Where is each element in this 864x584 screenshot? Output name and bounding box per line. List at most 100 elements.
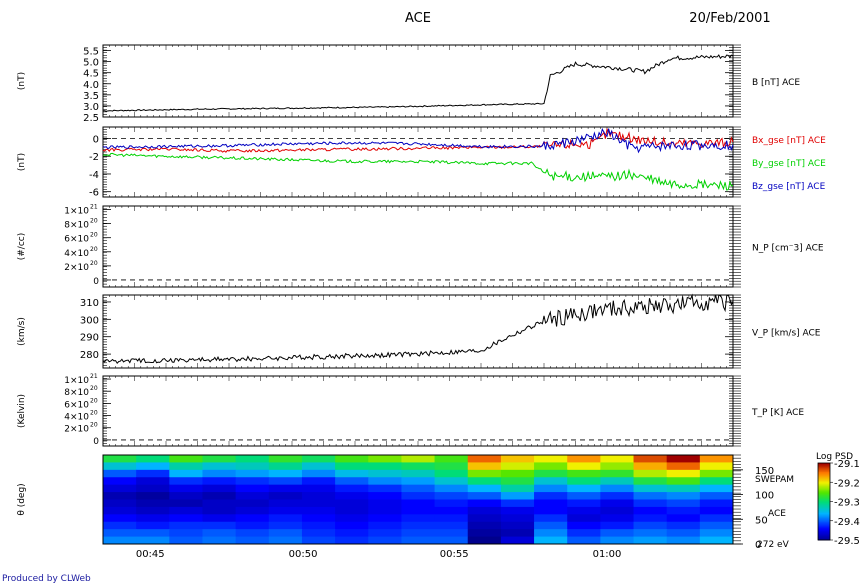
heatmap-cell <box>666 514 701 523</box>
heatmap-cell <box>103 469 137 478</box>
colorbar-tick-label: -29.1 <box>834 459 860 470</box>
heatmap-cell <box>666 499 701 508</box>
heatmap-cell <box>534 514 568 523</box>
heatmap-cell <box>368 506 402 515</box>
heatmap-cell <box>633 455 668 463</box>
heatmap-cell <box>699 536 734 545</box>
heatmap-cell <box>103 536 137 545</box>
heatmap-cell <box>169 521 203 530</box>
heatmap-cell <box>368 492 402 500</box>
y-tick-exponent: 20 <box>90 232 98 239</box>
panels: (nT) 5.55.04.54.03.53.02.5 B [nT] ACE (nT) 0… <box>17 44 826 551</box>
colorbar-cell <box>818 527 830 529</box>
y-axis-label: θ (deg) <box>17 483 27 515</box>
heatmap-cell <box>335 492 369 500</box>
heatmap-cell <box>699 492 734 500</box>
heatmap-cell <box>301 492 336 500</box>
heatmap-cell <box>136 484 170 493</box>
heatmap-cell <box>434 521 469 530</box>
time-tick-label: 00:55 <box>440 549 469 560</box>
colorbar-cell <box>818 475 830 478</box>
colorbar-cell <box>818 466 830 469</box>
heatmap-cell <box>301 536 336 545</box>
heatmap-cell <box>401 477 436 486</box>
heatmap-cell <box>434 462 469 471</box>
heatmap-cell <box>335 477 369 486</box>
colorbar-cell <box>818 480 830 483</box>
heatmap-cell <box>434 506 469 515</box>
heatmap-cell <box>235 484 270 493</box>
heatmap-cell <box>699 462 734 471</box>
heatmap-cell <box>534 455 568 463</box>
y-tick-label: 0 <box>93 277 99 287</box>
heatmap-cell <box>335 484 369 493</box>
colorbar-cell <box>818 528 830 531</box>
panel-b-gse: (nT) 0 -2 -4 -6 Bx_gse [nT] ACE By_gse [nT] AC… <box>17 126 826 199</box>
series-label: B [nT] ACE <box>752 78 800 88</box>
series-label: N_P [cm⁻3] ACE <box>752 244 824 254</box>
heatmap-cell <box>268 469 303 478</box>
figure-date: 20/Feb/2001 <box>689 11 770 26</box>
colorbar-cell <box>818 502 830 505</box>
heatmap-cell <box>268 514 303 523</box>
heatmap-cell <box>600 506 635 515</box>
heatmap-cell <box>103 514 137 523</box>
colorbar-cell <box>818 506 830 509</box>
y-tick-label: 0 <box>755 540 761 551</box>
heatmap-cell <box>235 536 270 545</box>
colorbar-cell <box>818 497 830 500</box>
panel-b: (nT) 5.55.04.54.03.53.02.5 B [nT] ACE <box>17 44 800 124</box>
heatmap-cell <box>600 484 635 493</box>
heatmap-cell <box>401 514 436 523</box>
colorbar-tick-label: -29.3 <box>834 498 860 509</box>
panel-swepam: θ (deg) 150 100 50 0 SWEPAM ACE 272 eV <box>17 454 794 551</box>
heatmap-cell <box>401 499 436 508</box>
heatmap-cell <box>699 484 734 493</box>
heatmap-cell <box>600 455 635 463</box>
heatmap-cell <box>301 529 336 538</box>
colorbar-cell <box>818 532 830 535</box>
heatmap-cell <box>567 469 601 478</box>
y-tick-exponent: 20 <box>90 260 98 267</box>
heatmap-cell <box>202 529 237 538</box>
heatmap-cell <box>368 469 402 478</box>
heatmap-cell <box>600 477 635 486</box>
heatmap-cell <box>434 455 469 463</box>
heatmap-cell <box>268 484 303 493</box>
colorbar-cell <box>818 493 830 496</box>
heatmap-cell <box>368 536 402 545</box>
heatmap-cell <box>136 536 170 545</box>
panel-frame <box>102 205 734 288</box>
heatmap-cell <box>335 506 369 515</box>
time-tick-label: 01:00 <box>593 549 622 560</box>
heatmap-cell <box>136 455 170 463</box>
y-tick-label: 2×10 <box>64 263 89 273</box>
heatmap-cell <box>169 536 203 545</box>
heatmap-cell <box>202 477 237 486</box>
y-tick-label: 50 <box>755 515 768 526</box>
y-tick-label: 300 <box>80 315 99 326</box>
heatmap-cell <box>202 492 237 500</box>
y-tick-exponent: 21 <box>90 373 98 380</box>
heatmap-cell <box>600 469 635 478</box>
heatmap-cell <box>666 455 701 463</box>
right-label: ACE <box>768 509 786 519</box>
y-tick-label: 100 <box>755 491 774 502</box>
colorbar-cell <box>818 510 830 513</box>
heatmap-cell <box>235 529 270 538</box>
heatmap-cell <box>500 514 535 523</box>
colorbar-cell <box>818 511 830 514</box>
heatmap-cell <box>301 521 336 530</box>
colorbar-tick-label: -29.5 <box>834 536 860 547</box>
panel-frame <box>102 294 734 369</box>
heatmap-cell <box>368 462 402 471</box>
heatmap-cell <box>401 536 436 545</box>
heatmap-cell <box>467 499 502 508</box>
series-line <box>102 127 734 154</box>
heatmap-cell <box>202 484 237 493</box>
y-tick-exponent: 21 <box>90 204 98 211</box>
heatmap-cell <box>467 477 502 486</box>
heatmap-cell <box>534 536 568 545</box>
heatmap-cell <box>202 462 237 471</box>
colorbar-cell <box>818 484 830 487</box>
